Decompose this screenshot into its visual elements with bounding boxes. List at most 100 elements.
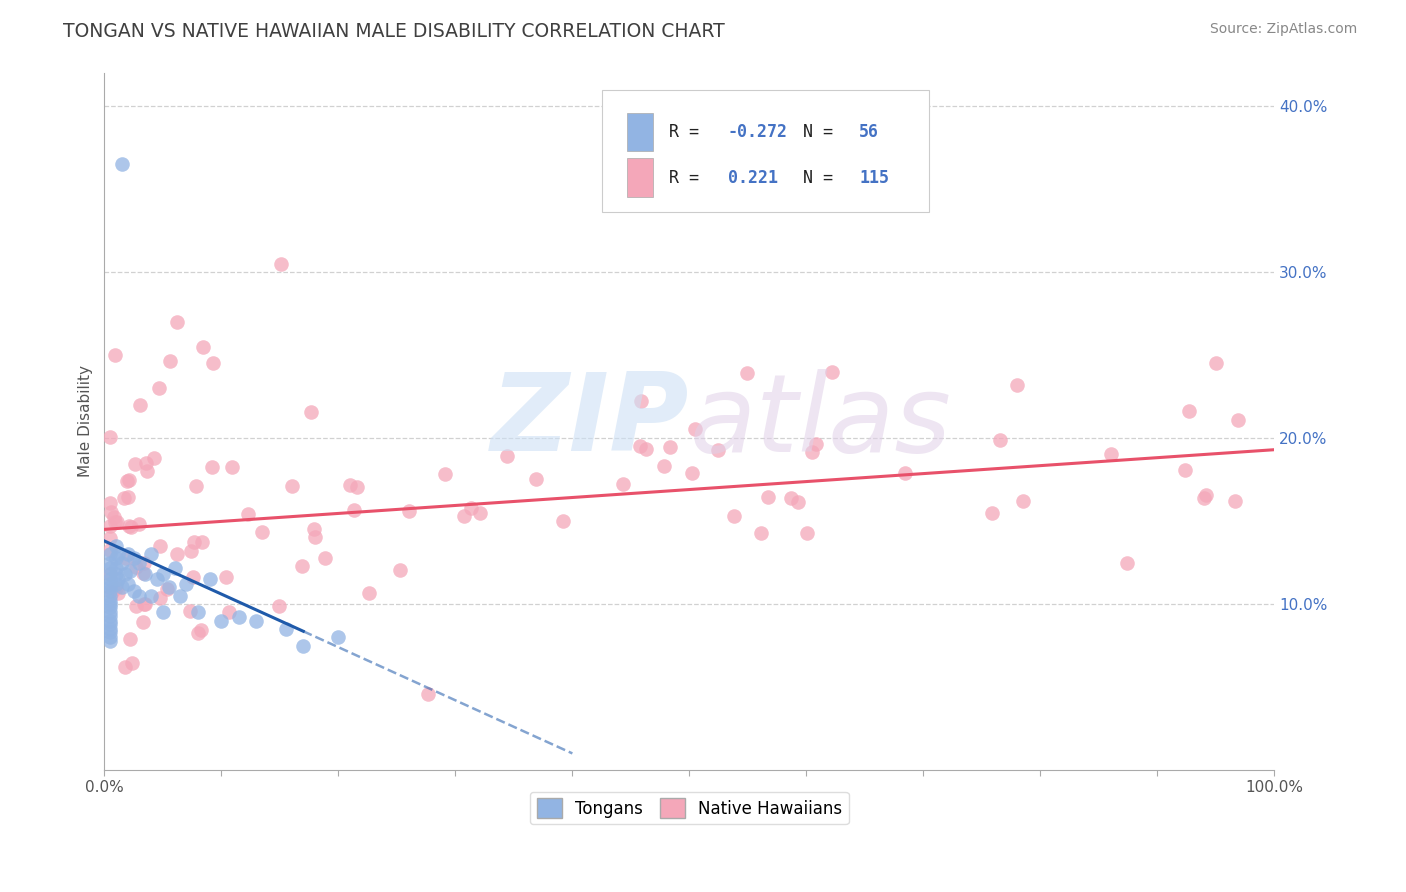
Point bbox=[398, 503, 420, 517]
Point bbox=[981, 506, 1004, 520]
Point bbox=[111, 581, 134, 595]
Point bbox=[433, 467, 456, 481]
Point bbox=[98, 496, 121, 510]
Point bbox=[98, 622, 121, 636]
Text: atlas: atlas bbox=[689, 369, 952, 474]
Point bbox=[779, 491, 801, 505]
Point bbox=[103, 516, 125, 530]
Point bbox=[304, 530, 326, 544]
Point bbox=[163, 560, 186, 574]
Point bbox=[98, 614, 121, 628]
Point bbox=[118, 519, 141, 533]
Point bbox=[104, 581, 127, 595]
Point bbox=[685, 422, 707, 436]
Point bbox=[143, 450, 166, 465]
Point bbox=[681, 467, 703, 481]
Point bbox=[98, 608, 121, 623]
Point bbox=[1205, 356, 1227, 370]
Point bbox=[115, 474, 138, 488]
Point bbox=[117, 547, 139, 561]
Point bbox=[132, 615, 155, 629]
Point bbox=[98, 597, 121, 611]
Point bbox=[111, 157, 134, 171]
Point bbox=[749, 526, 772, 541]
Point bbox=[98, 519, 121, 533]
Point bbox=[630, 393, 652, 408]
Point bbox=[159, 353, 181, 368]
Point bbox=[128, 589, 150, 603]
Point bbox=[191, 340, 214, 354]
Text: TONGAN VS NATIVE HAWAIIAN MALE DISABILITY CORRELATION CHART: TONGAN VS NATIVE HAWAIIAN MALE DISABILIT… bbox=[63, 22, 725, 41]
Point bbox=[187, 605, 209, 619]
Point bbox=[796, 526, 818, 541]
Point bbox=[98, 600, 121, 615]
Point bbox=[209, 614, 232, 628]
Point bbox=[100, 504, 122, 518]
Point bbox=[1116, 556, 1139, 570]
Point bbox=[328, 630, 350, 644]
Point bbox=[146, 572, 169, 586]
Point bbox=[181, 570, 204, 584]
Point bbox=[98, 630, 121, 644]
Point bbox=[148, 381, 170, 395]
Point bbox=[134, 556, 156, 570]
Point bbox=[468, 506, 491, 520]
Point bbox=[132, 597, 155, 611]
FancyBboxPatch shape bbox=[627, 159, 654, 197]
Point bbox=[112, 491, 135, 505]
Point bbox=[198, 572, 221, 586]
Point bbox=[105, 567, 128, 582]
Point bbox=[132, 566, 155, 580]
Point bbox=[122, 583, 145, 598]
Text: N =: N = bbox=[803, 123, 842, 141]
Point bbox=[141, 589, 163, 603]
Point bbox=[98, 605, 121, 619]
Point bbox=[707, 443, 730, 458]
FancyBboxPatch shape bbox=[602, 90, 929, 212]
Point bbox=[302, 522, 325, 536]
Point bbox=[388, 563, 411, 577]
Point bbox=[120, 520, 142, 534]
Point bbox=[274, 622, 297, 636]
Point bbox=[1007, 377, 1029, 392]
Point bbox=[292, 639, 315, 653]
Point bbox=[98, 633, 121, 648]
Point bbox=[152, 567, 174, 582]
Point bbox=[98, 581, 121, 595]
Point bbox=[152, 605, 174, 619]
FancyBboxPatch shape bbox=[627, 113, 654, 152]
Point bbox=[98, 567, 121, 582]
Point bbox=[105, 539, 128, 553]
Text: -0.272: -0.272 bbox=[728, 123, 787, 141]
Point bbox=[98, 560, 121, 574]
Legend: Tongans, Native Hawaiians: Tongans, Native Hawaiians bbox=[530, 792, 849, 824]
Point bbox=[187, 625, 209, 640]
Point bbox=[270, 257, 292, 271]
Point bbox=[129, 398, 152, 412]
Text: R =: R = bbox=[669, 169, 710, 186]
Point bbox=[179, 603, 201, 617]
Point bbox=[343, 503, 366, 517]
Point bbox=[98, 625, 121, 640]
Point bbox=[117, 577, 139, 591]
Point bbox=[202, 356, 225, 370]
Point bbox=[252, 524, 274, 539]
Point bbox=[135, 464, 157, 478]
Point bbox=[659, 441, 682, 455]
Point bbox=[221, 460, 243, 475]
Point bbox=[114, 659, 136, 673]
Point bbox=[120, 632, 142, 646]
Point bbox=[105, 550, 128, 565]
Text: R =: R = bbox=[669, 123, 710, 141]
Point bbox=[169, 589, 191, 603]
Point bbox=[1195, 488, 1218, 502]
Point bbox=[190, 624, 212, 638]
Point bbox=[551, 514, 574, 528]
Point bbox=[149, 591, 172, 606]
Point bbox=[135, 456, 157, 470]
Point bbox=[103, 509, 125, 524]
Point bbox=[218, 605, 240, 619]
Point bbox=[98, 556, 121, 570]
Point bbox=[105, 577, 128, 591]
Point bbox=[291, 559, 314, 574]
